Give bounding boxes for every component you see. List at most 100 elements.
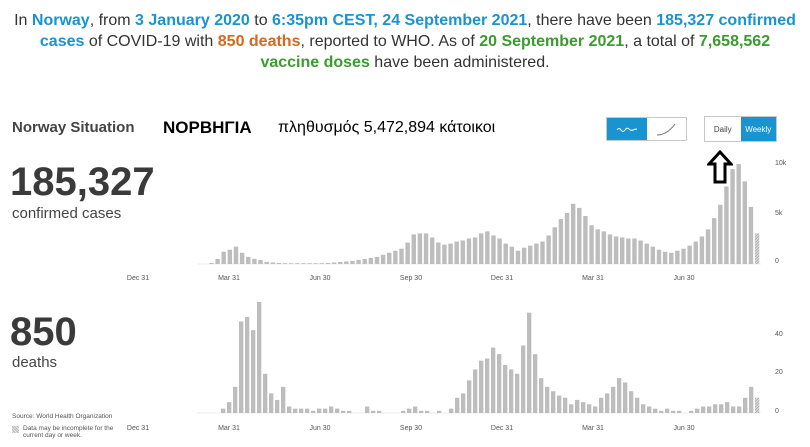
cases-bar[interactable] [356, 259, 361, 264]
cases-bar[interactable] [546, 235, 551, 264]
cases-bar[interactable] [730, 169, 735, 264]
cases-bar[interactable] [319, 263, 325, 264]
cases-bar[interactable] [552, 227, 557, 264]
cases-bar[interactable] [669, 252, 674, 264]
linear-chart-button[interactable] [607, 118, 647, 140]
cases-bar[interactable] [436, 242, 441, 264]
cases-bar[interactable] [613, 236, 619, 264]
deaths-bar[interactable] [233, 386, 238, 413]
deaths-bar[interactable] [635, 397, 640, 413]
cases-bar[interactable] [626, 238, 631, 265]
deaths-bar[interactable] [263, 373, 268, 413]
cases-bar[interactable] [233, 246, 239, 264]
deaths-bar[interactable] [479, 360, 484, 413]
deaths-bar[interactable] [461, 393, 466, 413]
cases-bar[interactable] [693, 241, 698, 264]
cases-bar[interactable] [711, 218, 717, 264]
deaths-bar[interactable] [341, 410, 346, 413]
deaths-bar[interactable] [749, 386, 754, 413]
cases-bar[interactable] [227, 249, 233, 264]
cases-bar[interactable] [442, 244, 447, 264]
deaths-bar[interactable] [599, 397, 604, 413]
deaths-bar[interactable] [245, 317, 250, 413]
cases-bar[interactable] [252, 258, 257, 264]
cases-bar[interactable] [491, 235, 496, 264]
deaths-bar[interactable] [287, 406, 292, 413]
deaths-bar[interactable] [569, 404, 574, 413]
cases-bar[interactable] [754, 233, 760, 264]
deaths-bar[interactable] [497, 354, 502, 413]
cases-bar[interactable] [699, 236, 705, 264]
cases-bar[interactable] [258, 259, 263, 264]
deaths-bar[interactable] [311, 410, 316, 413]
cases-bar[interactable] [662, 251, 668, 264]
deaths-bar[interactable] [587, 404, 592, 413]
deaths-bar[interactable] [545, 386, 550, 413]
cases-bar[interactable] [405, 242, 410, 264]
deaths-bar[interactable] [425, 410, 430, 413]
cases-bar[interactable] [221, 251, 226, 264]
cases-bar[interactable] [368, 257, 374, 264]
deaths-bar[interactable] [329, 406, 334, 413]
deaths-bar[interactable] [299, 408, 304, 413]
cases-bar[interactable] [307, 263, 312, 264]
cases-bar[interactable] [399, 248, 404, 264]
cases-bar[interactable] [650, 246, 656, 264]
deaths-bar[interactable] [467, 380, 472, 413]
cases-bar[interactable] [681, 248, 686, 264]
cases-bar[interactable] [620, 237, 625, 264]
cases-bar[interactable] [276, 262, 282, 264]
cases-bar[interactable] [417, 233, 423, 264]
cases-bar[interactable] [429, 237, 435, 264]
cases-bar[interactable] [589, 225, 594, 264]
cases-bar[interactable] [423, 233, 429, 264]
deaths-bar[interactable] [401, 410, 406, 413]
cases-bar[interactable] [748, 206, 754, 264]
cases-bar[interactable] [387, 252, 392, 264]
deaths-bar[interactable] [647, 406, 652, 413]
cases-bar[interactable] [374, 256, 380, 264]
deaths-bar[interactable] [671, 410, 676, 413]
deaths-bar[interactable] [665, 408, 670, 413]
cases-bar[interactable] [644, 243, 649, 264]
weekly-button[interactable]: Weekly [740, 117, 776, 141]
cases-bar[interactable] [350, 260, 355, 264]
deaths-bar[interactable] [533, 354, 538, 413]
cases-bar[interactable] [466, 238, 472, 265]
cases-bar[interactable] [577, 207, 582, 264]
cases-bar[interactable] [656, 249, 662, 264]
cases-bar[interactable] [497, 238, 502, 265]
deaths-bar[interactable] [221, 408, 226, 413]
deaths-bar[interactable] [563, 397, 568, 413]
cases-bar[interactable] [675, 250, 680, 264]
cases-bar[interactable] [460, 240, 466, 264]
deaths-bar[interactable] [503, 365, 508, 413]
cases-bar[interactable] [742, 181, 748, 264]
daily-button[interactable]: Daily [713, 124, 732, 134]
cases-bar[interactable] [313, 263, 318, 264]
cases-bar[interactable] [264, 261, 269, 264]
cases-bar[interactable] [448, 243, 453, 264]
cases-bar[interactable] [595, 229, 600, 264]
deaths-bar[interactable] [239, 321, 244, 413]
deaths-bar[interactable] [659, 410, 664, 413]
deaths-bar[interactable] [689, 410, 694, 413]
deaths-bar[interactable] [755, 397, 760, 413]
cases-bar[interactable] [411, 234, 416, 264]
cases-bar[interactable] [338, 261, 343, 264]
cases-bar[interactable] [331, 262, 337, 264]
deaths-bar[interactable] [539, 378, 544, 413]
deaths-bar[interactable] [731, 406, 736, 413]
deaths-bar[interactable] [449, 408, 454, 413]
cases-bar[interactable] [638, 240, 643, 264]
deaths-bar[interactable] [491, 347, 496, 413]
deaths-bar[interactable] [317, 408, 322, 413]
deaths-bar[interactable] [347, 410, 352, 413]
deaths-bar[interactable] [737, 406, 742, 413]
cases-bar[interactable] [282, 263, 288, 264]
deaths-bar[interactable] [473, 369, 478, 413]
deaths-bar[interactable] [515, 373, 520, 413]
cases-bar[interactable] [362, 258, 367, 264]
cases-bar[interactable] [295, 263, 300, 264]
cases-bar[interactable] [570, 203, 576, 264]
